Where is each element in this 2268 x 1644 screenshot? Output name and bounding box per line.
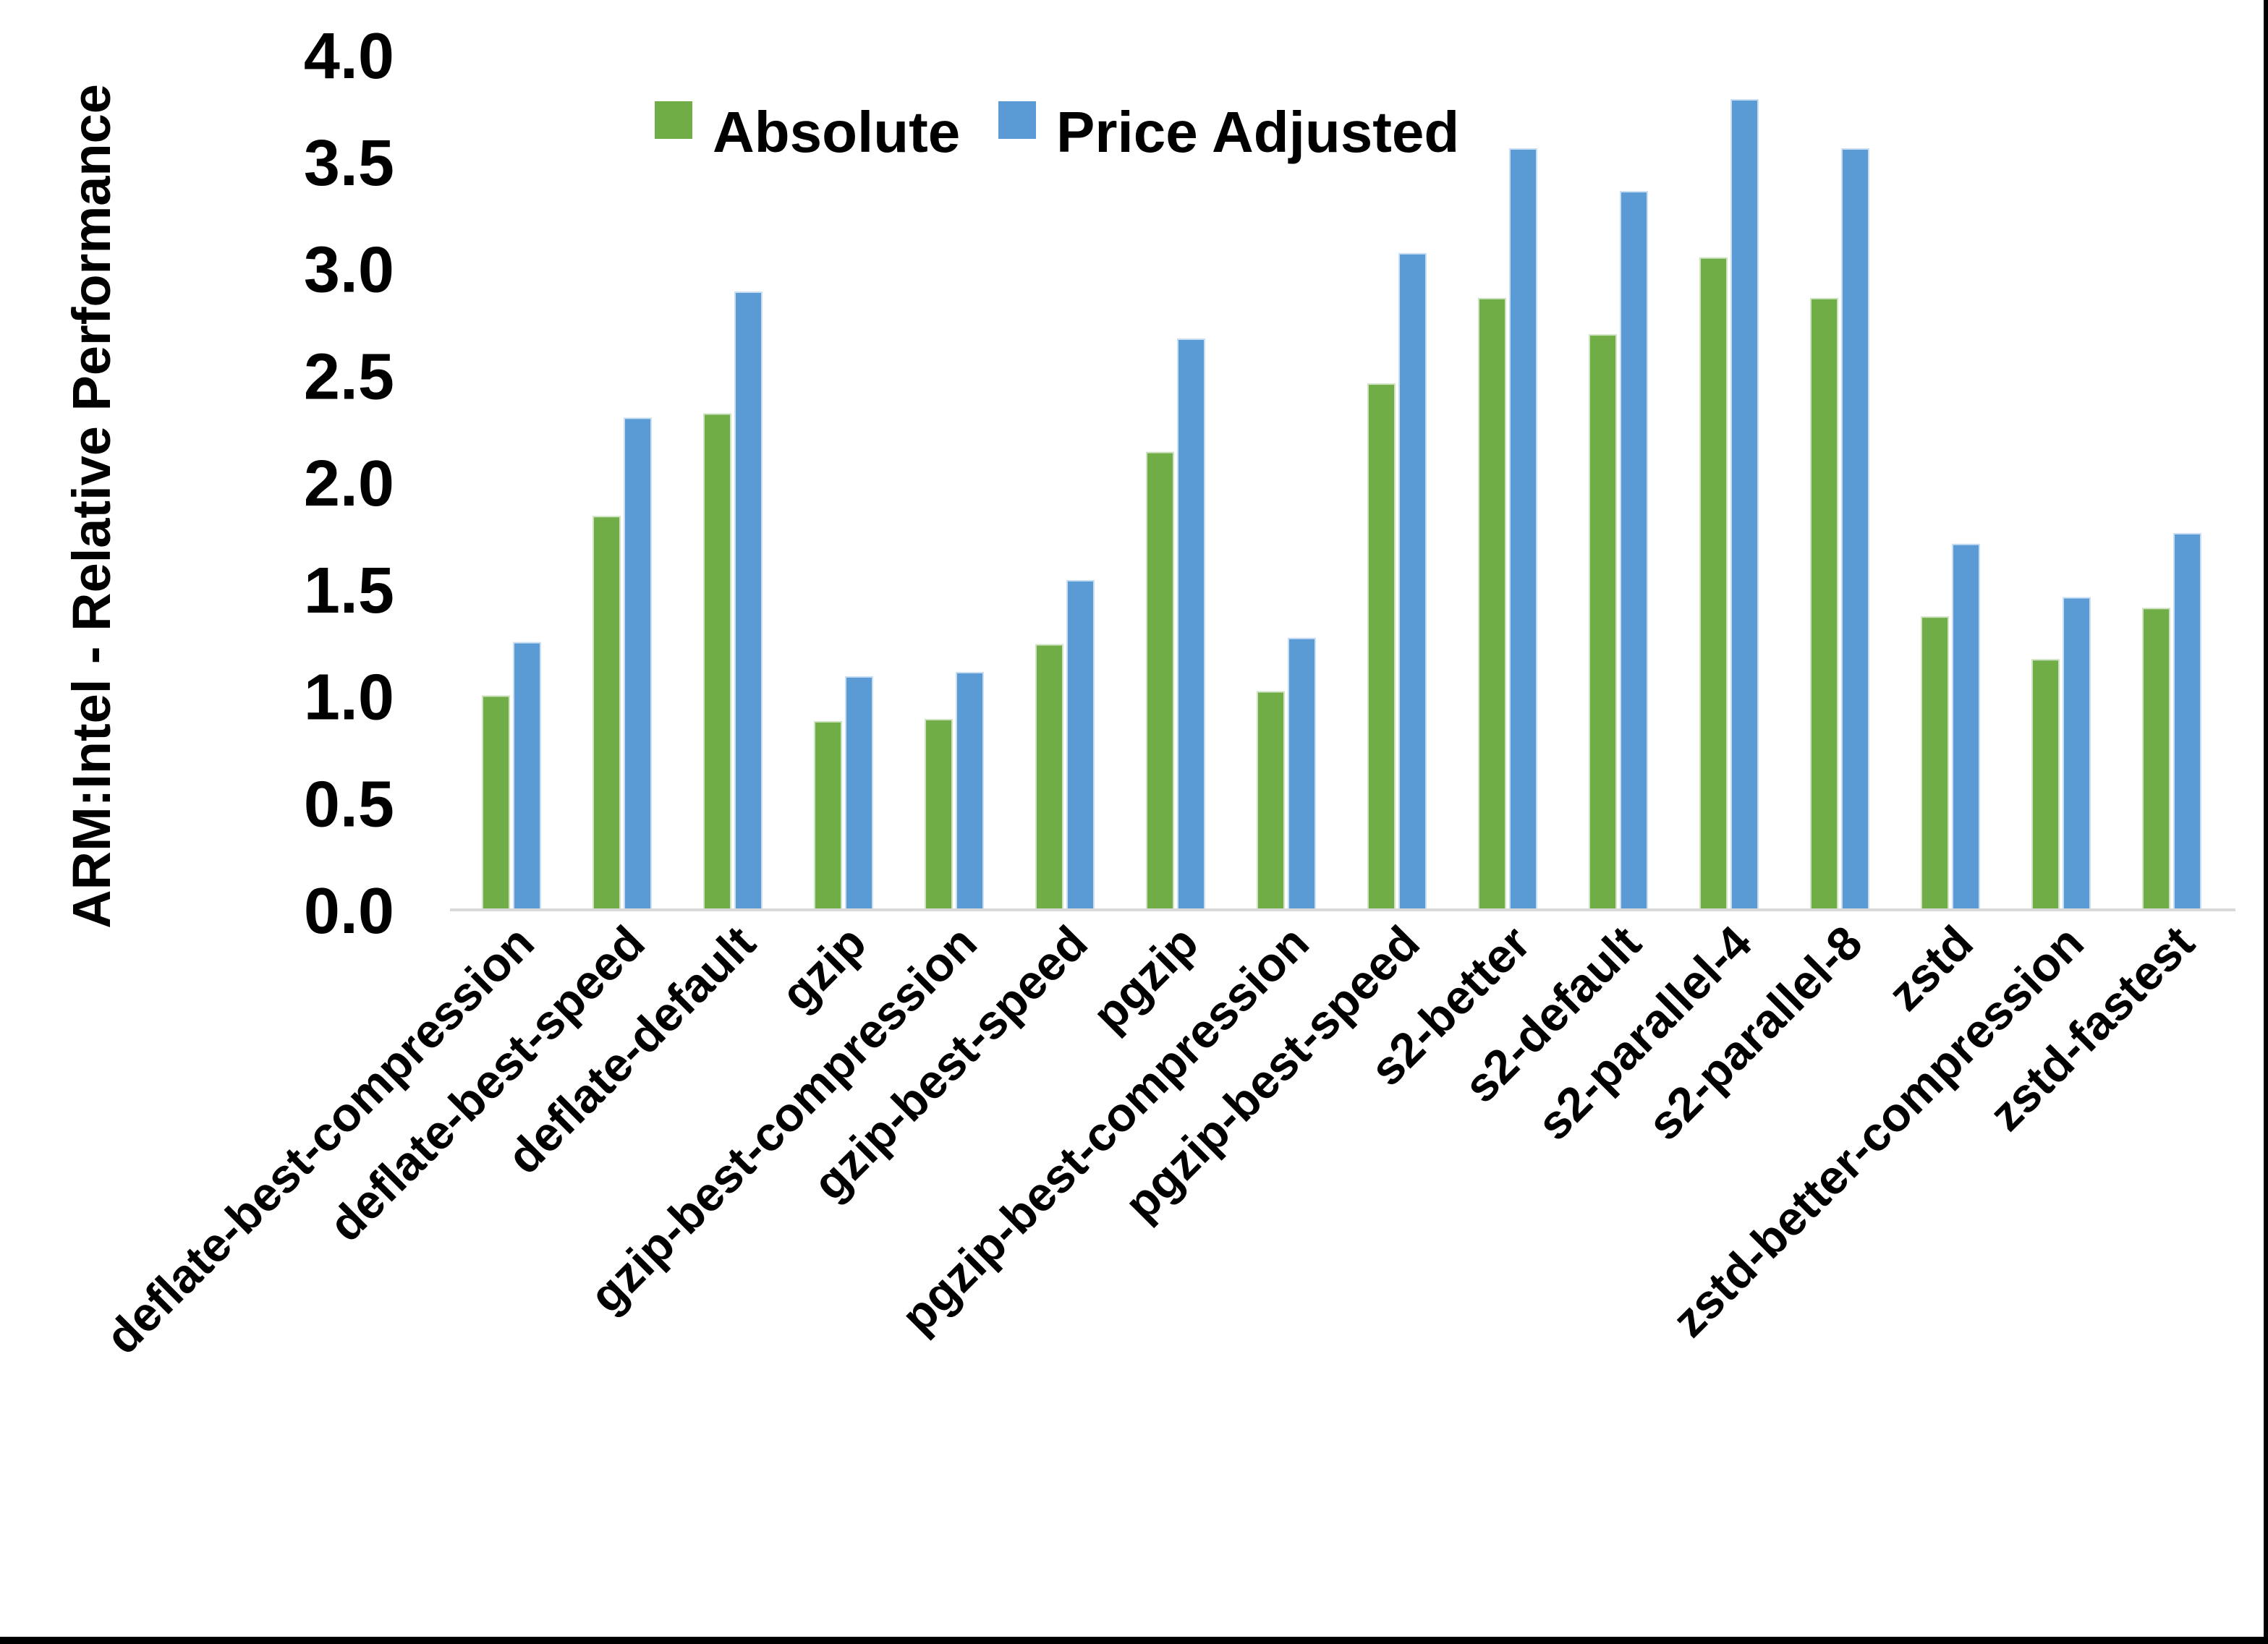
bar-zstd-fastest-price-adjusted (2173, 532, 2201, 911)
y-axis-tick-labels: 0.0 0.5 1.0 1.5 2.0 2.5 3.0 3.5 4.0 (304, 20, 394, 947)
bar-gzip-best-compression-absolute (925, 719, 953, 911)
bar-gzip-best-speed-absolute (1035, 644, 1063, 911)
y-tick-label-0.5: 0.5 (304, 768, 394, 840)
bar-pgzip-best-compression-absolute (1257, 691, 1285, 911)
bar-pgzip-best-speed-absolute (1367, 383, 1396, 911)
bar-zstd-fastest-absolute (2142, 608, 2170, 911)
bar-gzip-best-speed-price-adjusted (1066, 579, 1095, 911)
bar-s2-parallel-8-price-adjusted (1841, 148, 1869, 911)
x-axis-line (450, 908, 2235, 911)
bar-gzip-best-compression-price-adjusted (956, 671, 984, 911)
window-border-bottom (0, 1637, 2268, 1644)
bar-pgzip-best-speed-price-adjusted (1398, 252, 1427, 911)
bar-deflate-best-compression-price-adjusted (513, 642, 541, 911)
y-tick-label-0.0: 0.0 (304, 875, 394, 947)
bar-deflate-best-speed-price-adjusted (624, 417, 652, 911)
legend: Absolute Price Adjusted (655, 100, 1459, 164)
bar-pgzip-price-adjusted (1177, 338, 1205, 911)
y-tick-label-1.5: 1.5 (304, 555, 394, 627)
y-tick-label-3.5: 3.5 (304, 127, 394, 200)
legend-swatch-absolute (655, 101, 692, 139)
bar-pgzip-absolute (1146, 451, 1174, 911)
y-tick-label-2.5: 2.5 (304, 341, 394, 413)
bar-s2-better-price-adjusted (1509, 148, 1537, 911)
bar-deflate-default-absolute (703, 413, 731, 911)
legend-swatch-price-adjusted (998, 101, 1036, 139)
bar-zstd-better-compression-price-adjusted (2063, 597, 2091, 911)
y-axis-title: ARM:Intel - Relative Performance (61, 84, 122, 929)
bar-s2-parallel-8-absolute (1810, 297, 1838, 911)
bar-series-group (482, 99, 2201, 911)
window-border-right (2264, 0, 2268, 1644)
bar-s2-parallel-4-absolute (1699, 257, 1728, 911)
y-tick-label-3.0: 3.0 (304, 234, 394, 307)
legend-label-absolute: Absolute (713, 100, 960, 164)
bar-gzip-price-adjusted (845, 676, 873, 911)
y-tick-label-4.0: 4.0 (304, 20, 394, 93)
bar-s2-parallel-4-price-adjusted (1730, 99, 1759, 911)
bar-s2-better-absolute (1478, 297, 1506, 911)
bar-pgzip-best-compression-price-adjusted (1288, 637, 1316, 911)
bar-deflate-default-price-adjusted (734, 291, 763, 911)
bar-zstd-absolute (1921, 616, 1949, 911)
bar-zstd-better-compression-absolute (2031, 659, 2060, 911)
bar-deflate-best-compression-absolute (482, 695, 510, 911)
legend-label-price-adjusted: Price Adjusted (1056, 100, 1459, 164)
y-tick-label-2.0: 2.0 (304, 448, 394, 520)
y-tick-label-1.0: 1.0 (304, 662, 394, 734)
bar-zstd-price-adjusted (1952, 543, 1980, 911)
bar-deflate-best-speed-absolute (593, 516, 621, 911)
bar-s2-default-absolute (1589, 334, 1617, 911)
bar-gzip-absolute (814, 720, 842, 911)
bar-s2-default-price-adjusted (1620, 191, 1648, 911)
